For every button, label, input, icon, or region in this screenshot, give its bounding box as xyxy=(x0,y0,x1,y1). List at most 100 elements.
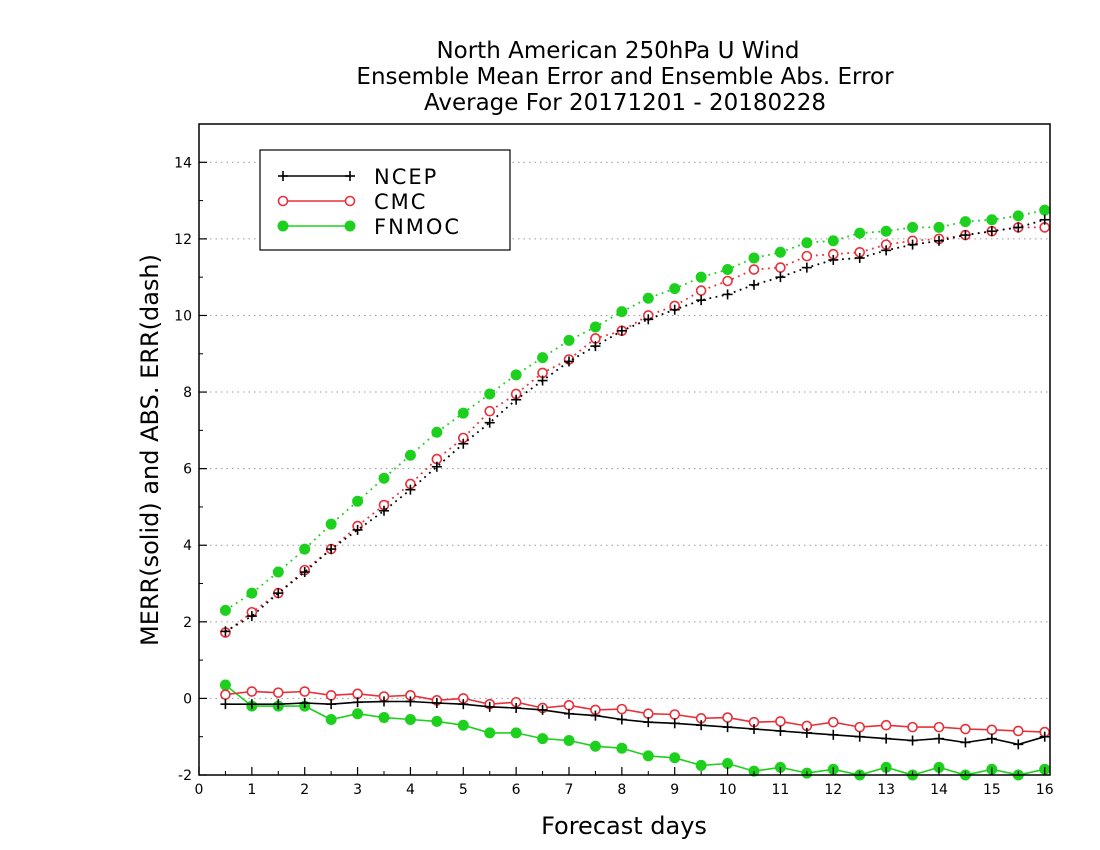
point-fnmoc-merr xyxy=(325,713,337,725)
point-fnmoc-merr xyxy=(457,719,469,731)
point-fnmoc-merr xyxy=(484,727,496,739)
point-fnmoc-merr xyxy=(537,733,549,745)
point-fnmoc-abs-err xyxy=(299,543,311,555)
point-fnmoc-abs-err xyxy=(695,271,707,283)
point-cmc-merr xyxy=(1012,725,1024,737)
y-tick-label: 14 xyxy=(174,155,192,171)
point-ncep-abs-err xyxy=(854,253,865,264)
point-fnmoc-merr xyxy=(431,715,443,727)
point-fnmoc-merr xyxy=(378,712,390,724)
point-ncep-merr xyxy=(326,699,337,710)
point-ncep-abs-err xyxy=(828,254,839,265)
point-ncep-merr xyxy=(801,727,812,738)
point-cmc-merr xyxy=(642,708,654,720)
point-cmc-abs-err xyxy=(748,264,760,275)
point-ncep-abs-err xyxy=(484,417,495,428)
point-ncep-merr xyxy=(986,733,997,744)
point-fnmoc-abs-err xyxy=(722,264,734,276)
point-ncep-abs-err xyxy=(986,226,997,237)
point-cmc-merr xyxy=(669,709,681,720)
point-ncep-abs-err xyxy=(616,325,627,336)
chart-title-line-3: Average For 20171201 - 20180228 xyxy=(424,90,826,116)
point-cmc-merr xyxy=(272,687,284,698)
x-tick-label: 10 xyxy=(719,782,737,798)
point-fnmoc-merr xyxy=(616,742,628,754)
legend-marker-fnmoc-end xyxy=(344,220,356,232)
point-ncep-merr xyxy=(828,729,839,740)
point-ncep-abs-err xyxy=(907,239,918,250)
point-fnmoc-merr xyxy=(510,727,522,739)
point-ncep-abs-err xyxy=(511,394,522,405)
chart-title: North American 250hPa U Wind Ensemble Me… xyxy=(356,38,894,116)
point-ncep-merr xyxy=(643,717,654,728)
point-fnmoc-merr xyxy=(589,740,601,752)
x-tick-label: 8 xyxy=(617,782,626,798)
x-tick-label: 15 xyxy=(983,782,1001,798)
point-ncep-abs-err xyxy=(1013,222,1024,233)
legend-marker-cmc-end xyxy=(344,195,356,207)
legend-marker-ncep-start xyxy=(278,171,288,181)
point-fnmoc-abs-err xyxy=(272,566,284,578)
point-ncep-merr xyxy=(616,714,627,725)
point-ncep-abs-err xyxy=(669,304,680,315)
x-tick-label: 3 xyxy=(353,782,362,798)
point-ncep-abs-err xyxy=(326,544,337,555)
point-fnmoc-merr xyxy=(352,708,364,720)
point-cmc-merr xyxy=(907,721,918,733)
point-ncep-merr xyxy=(564,708,574,719)
point-fnmoc-merr xyxy=(563,735,575,747)
point-fnmoc-abs-err xyxy=(959,216,971,228)
point-fnmoc-abs-err xyxy=(325,518,337,530)
point-ncep-abs-err xyxy=(590,341,601,352)
legend-label-ncep: NCEP xyxy=(374,165,438,189)
chart-title-line-1: North American 250hPa U Wind xyxy=(436,38,799,64)
point-ncep-abs-err xyxy=(458,438,469,449)
series-ncep xyxy=(220,214,1050,750)
point-ncep-merr xyxy=(749,724,759,735)
point-ncep-merr xyxy=(881,733,892,744)
point-fnmoc-merr xyxy=(695,759,707,771)
x-tick-label: 11 xyxy=(772,782,790,798)
point-cmc-abs-err xyxy=(775,262,786,273)
x-axis-label: Forecast days xyxy=(541,812,707,840)
point-fnmoc-merr xyxy=(669,752,681,764)
point-fnmoc-merr xyxy=(404,713,416,725)
point-fnmoc-abs-err xyxy=(748,252,760,264)
point-ncep-merr xyxy=(669,718,680,729)
series-fnmoc xyxy=(219,204,1051,781)
point-cmc-merr xyxy=(246,686,258,697)
x-tick-label: 1 xyxy=(247,782,256,798)
series-layer xyxy=(219,204,1051,781)
point-cmc-merr xyxy=(722,712,733,723)
point-fnmoc-abs-err xyxy=(880,225,892,237)
point-ncep-merr xyxy=(907,735,918,746)
x-tick-label: 12 xyxy=(824,782,842,798)
point-fnmoc-abs-err xyxy=(537,352,549,364)
point-fnmoc-abs-err xyxy=(431,426,443,438)
point-ncep-merr xyxy=(775,725,786,736)
point-fnmoc-abs-err xyxy=(246,587,258,599)
point-ncep-merr xyxy=(458,699,469,710)
y-tick-label: 0 xyxy=(183,691,192,707)
point-ncep-abs-err xyxy=(934,235,944,246)
point-cmc-merr xyxy=(220,689,231,700)
legend-label-fnmoc: FNMOC xyxy=(374,215,461,239)
series-fnmoc-abs-err-line xyxy=(224,209,1045,612)
point-fnmoc-abs-err xyxy=(986,214,998,226)
point-fnmoc-abs-err xyxy=(854,227,866,239)
point-ncep-abs-err xyxy=(379,505,389,516)
point-ncep-abs-err xyxy=(352,524,363,535)
point-fnmoc-abs-err xyxy=(378,472,390,484)
point-ncep-abs-err xyxy=(246,611,257,622)
point-fnmoc-abs-err xyxy=(669,283,681,295)
point-fnmoc-abs-err xyxy=(642,292,654,304)
point-fnmoc-abs-err xyxy=(563,334,575,346)
point-cmc-abs-err xyxy=(695,285,707,296)
legend-marker-cmc-start xyxy=(277,195,289,207)
x-tick-label: 4 xyxy=(406,782,415,798)
point-cmc-merr xyxy=(854,721,866,733)
point-ncep-abs-err xyxy=(696,295,707,306)
point-cmc-merr xyxy=(960,723,971,735)
